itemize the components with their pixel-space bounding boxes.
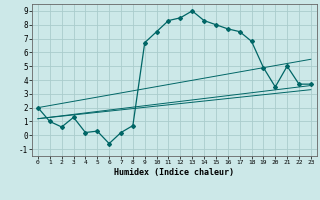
X-axis label: Humidex (Indice chaleur): Humidex (Indice chaleur) xyxy=(115,168,234,177)
